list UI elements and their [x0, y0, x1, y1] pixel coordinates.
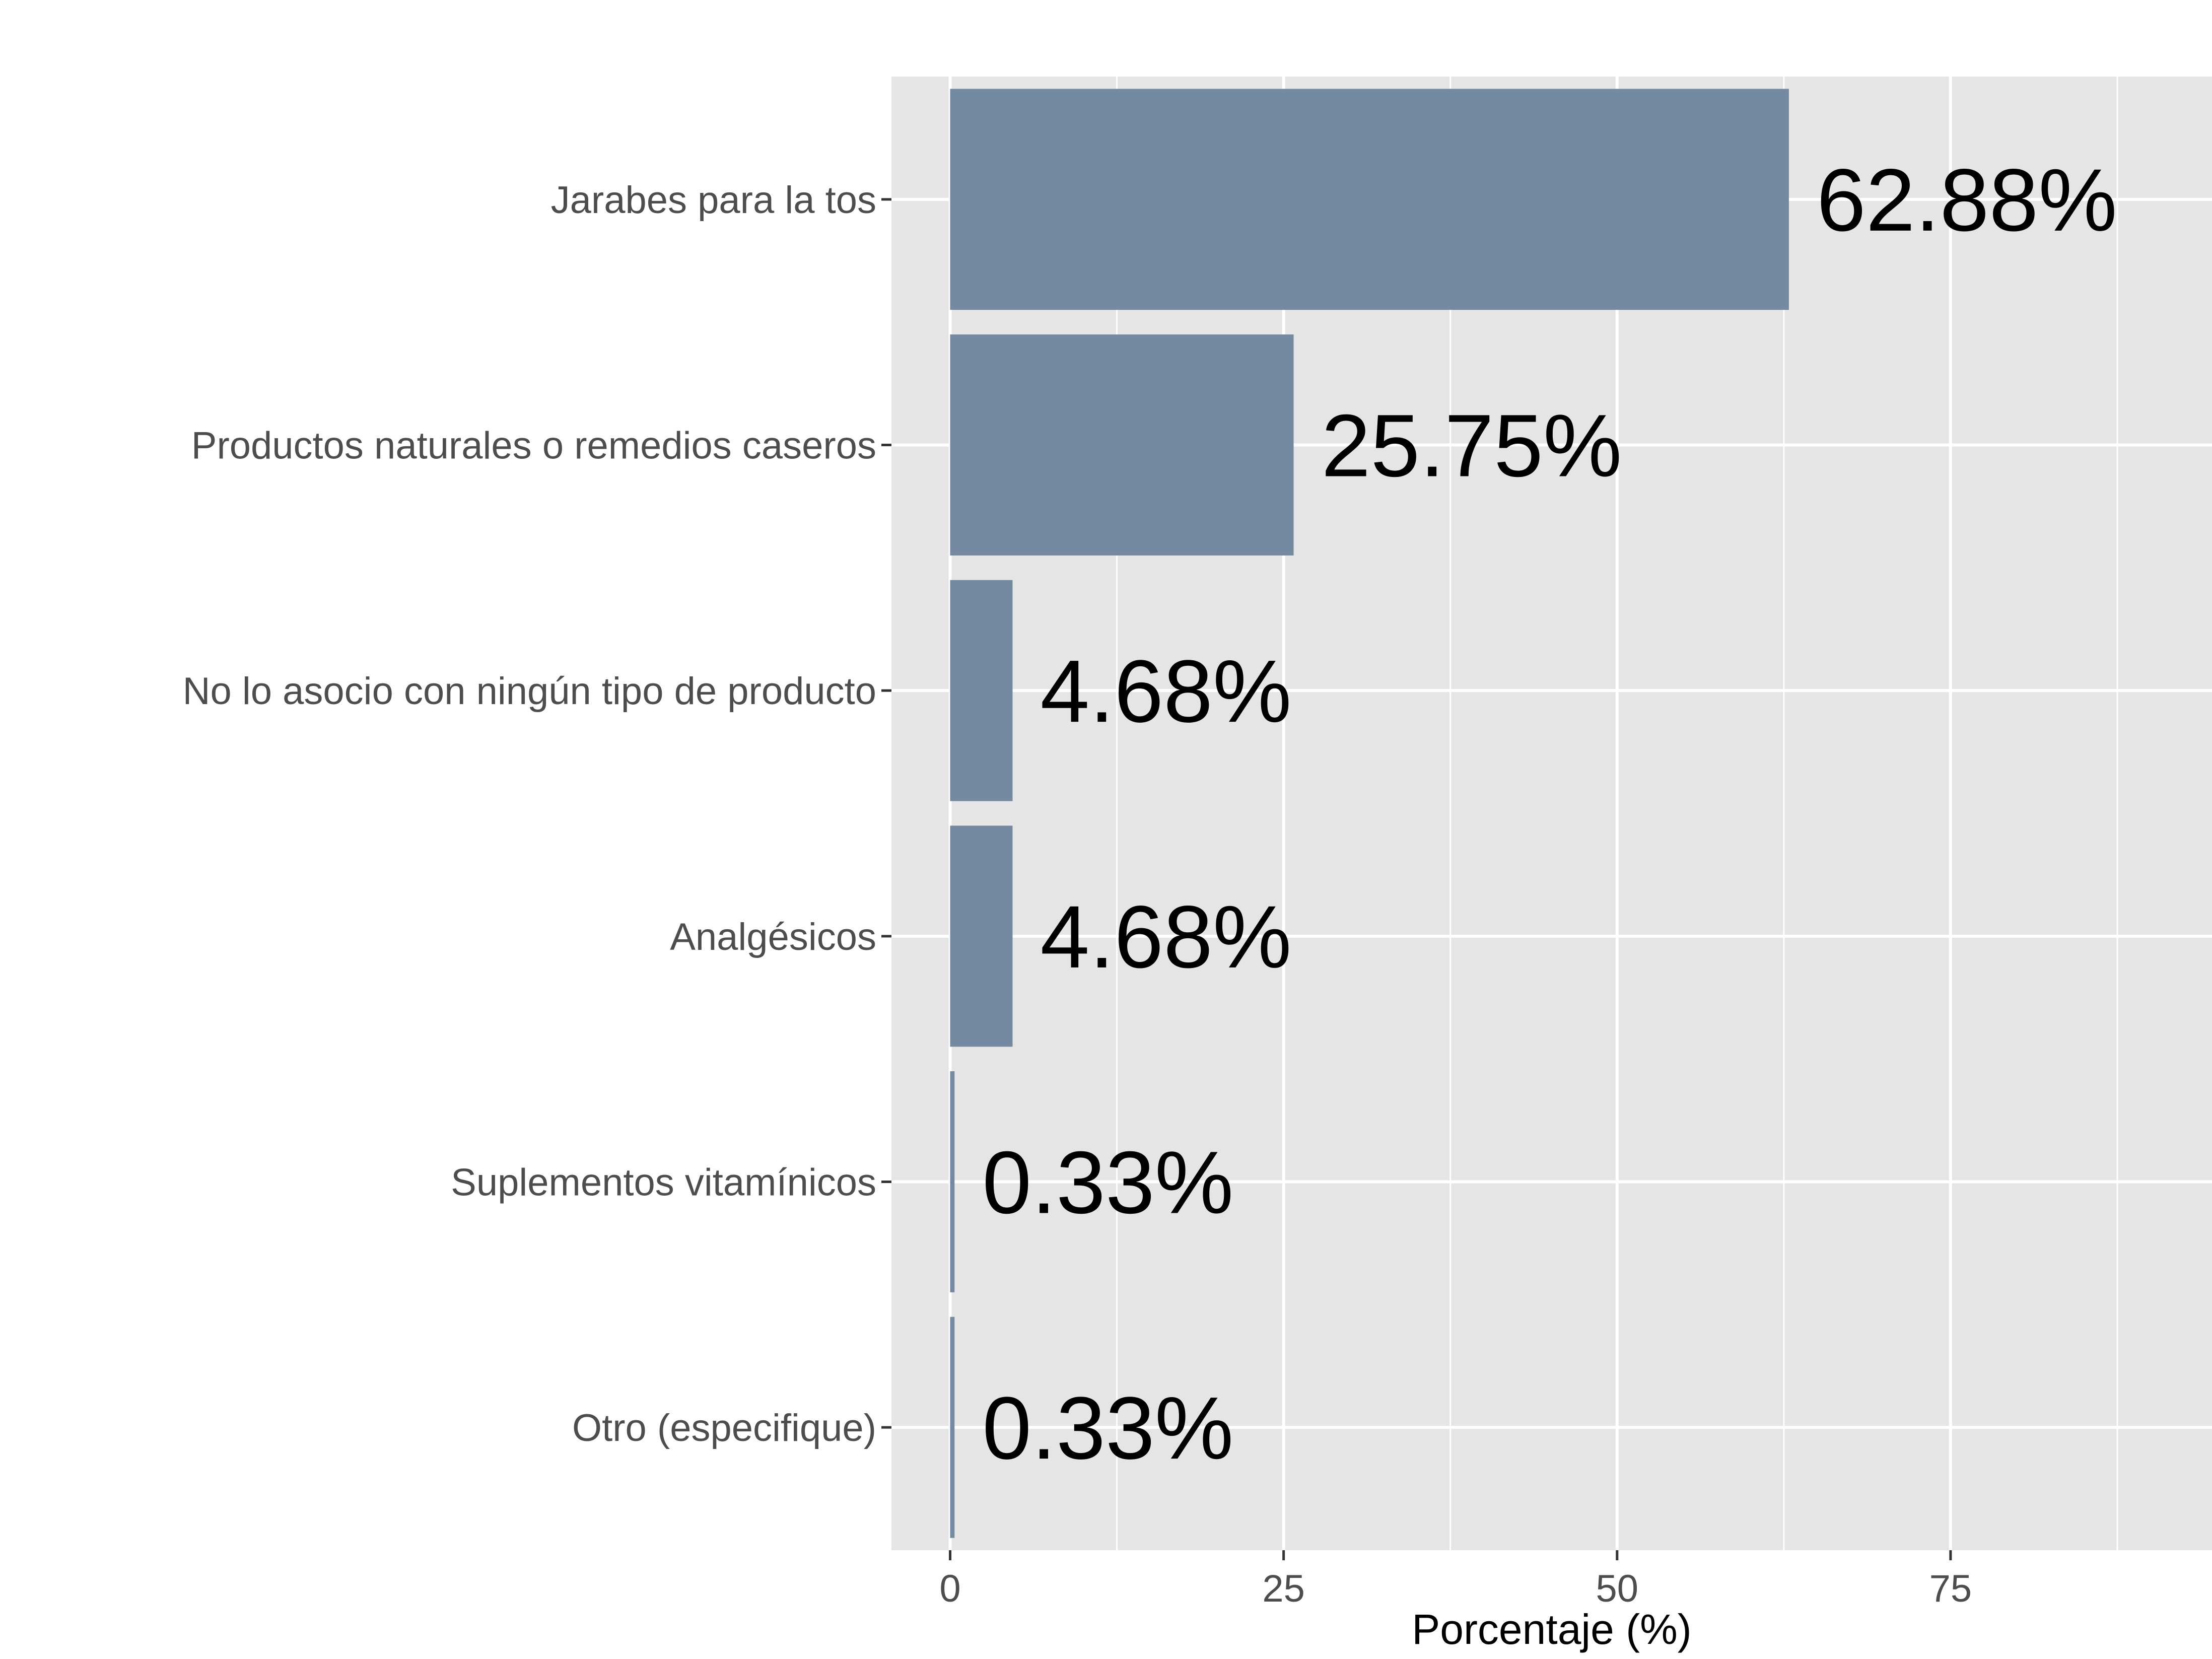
- category-label: Analgésicos: [670, 916, 876, 958]
- category-label: Suplementos vitamínicos: [451, 1161, 876, 1204]
- data-labels: 62.88% 25.75% 4.68% 4.68% 0.33% 0.33%: [982, 151, 2117, 1478]
- minor-gridlines: [1116, 77, 2118, 1550]
- x-tick-label: 0: [939, 1567, 960, 1610]
- data-label: 0.33%: [982, 1134, 1233, 1232]
- x-tick-label: 50: [1596, 1567, 1639, 1610]
- bar: [950, 89, 1789, 310]
- x-tick-label: 75: [1929, 1567, 1972, 1610]
- data-label: 4.68%: [1040, 888, 1291, 987]
- category-label: Productos naturales o remedios caseros: [191, 425, 876, 467]
- x-axis: 0 25 50 75: [939, 1550, 1972, 1610]
- category-label: Jarabes para la tos: [551, 179, 876, 222]
- plot-panel: [891, 77, 2212, 1550]
- bar: [950, 825, 1013, 1047]
- data-label: 0.33%: [982, 1379, 1233, 1478]
- bar: [950, 580, 1013, 801]
- bar: [950, 1071, 955, 1292]
- bar: [950, 334, 1294, 556]
- x-axis-title: Porcentaje (%): [1412, 1606, 1692, 1653]
- data-label: 25.75%: [1322, 397, 1622, 496]
- x-tick-label: 25: [1262, 1567, 1305, 1610]
- y-axis: Jarabes para la tos Productos naturales o…: [183, 179, 891, 1449]
- category-label: Otro (especifique): [572, 1407, 876, 1449]
- data-label: 4.68%: [1040, 642, 1291, 741]
- bar: [950, 1317, 955, 1538]
- data-label: 62.88%: [1817, 151, 2117, 250]
- bars: [950, 89, 1789, 1538]
- category-label: No lo asocio con ningún tipo de producto: [183, 670, 876, 713]
